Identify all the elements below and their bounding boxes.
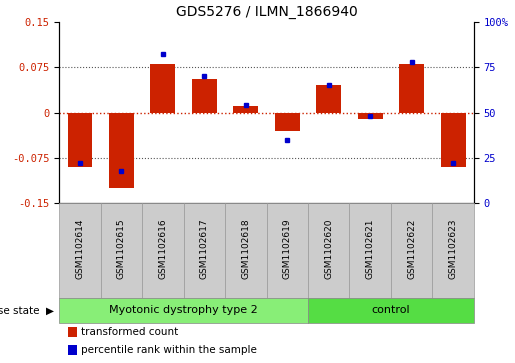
Text: GSM1102618: GSM1102618 [242,218,250,279]
Bar [67,327,77,337]
Text: GSM1102619: GSM1102619 [283,218,291,279]
Text: control: control [372,305,410,315]
Text: GSM1102614: GSM1102614 [76,218,84,279]
Bar [316,85,341,113]
Bar [233,106,258,113]
Text: GSM1102617: GSM1102617 [200,218,209,279]
Bar [275,113,300,131]
Bar [67,345,77,355]
Bar [59,203,101,298]
Text: disease state  ▶: disease state ▶ [0,305,55,315]
Bar [101,203,142,298]
Bar [67,113,92,167]
Bar [184,203,225,298]
Text: GSM1102622: GSM1102622 [407,219,416,279]
Text: GSM1102615: GSM1102615 [117,218,126,279]
Bar [391,203,433,298]
Text: Myotonic dystrophy type 2: Myotonic dystrophy type 2 [109,305,258,315]
Text: GSM1102616: GSM1102616 [159,218,167,279]
Text: GSM1102623: GSM1102623 [449,218,457,279]
Bar [59,298,308,323]
Bar [192,79,217,113]
Bar [433,203,474,298]
Bar [399,64,424,113]
Title: GDS5276 / ILMN_1866940: GDS5276 / ILMN_1866940 [176,5,357,19]
Text: transformed count: transformed count [81,327,178,337]
Text: GSM1102621: GSM1102621 [366,218,374,279]
Bar [349,203,391,298]
Bar [358,113,383,119]
Bar [225,203,267,298]
Bar [142,203,183,298]
Bar [109,113,134,188]
Bar [267,203,308,298]
Bar [150,64,175,113]
Bar [308,203,349,298]
Bar [308,298,474,323]
Text: GSM1102620: GSM1102620 [324,218,333,279]
Bar [441,113,466,167]
Text: percentile rank within the sample: percentile rank within the sample [81,345,256,355]
